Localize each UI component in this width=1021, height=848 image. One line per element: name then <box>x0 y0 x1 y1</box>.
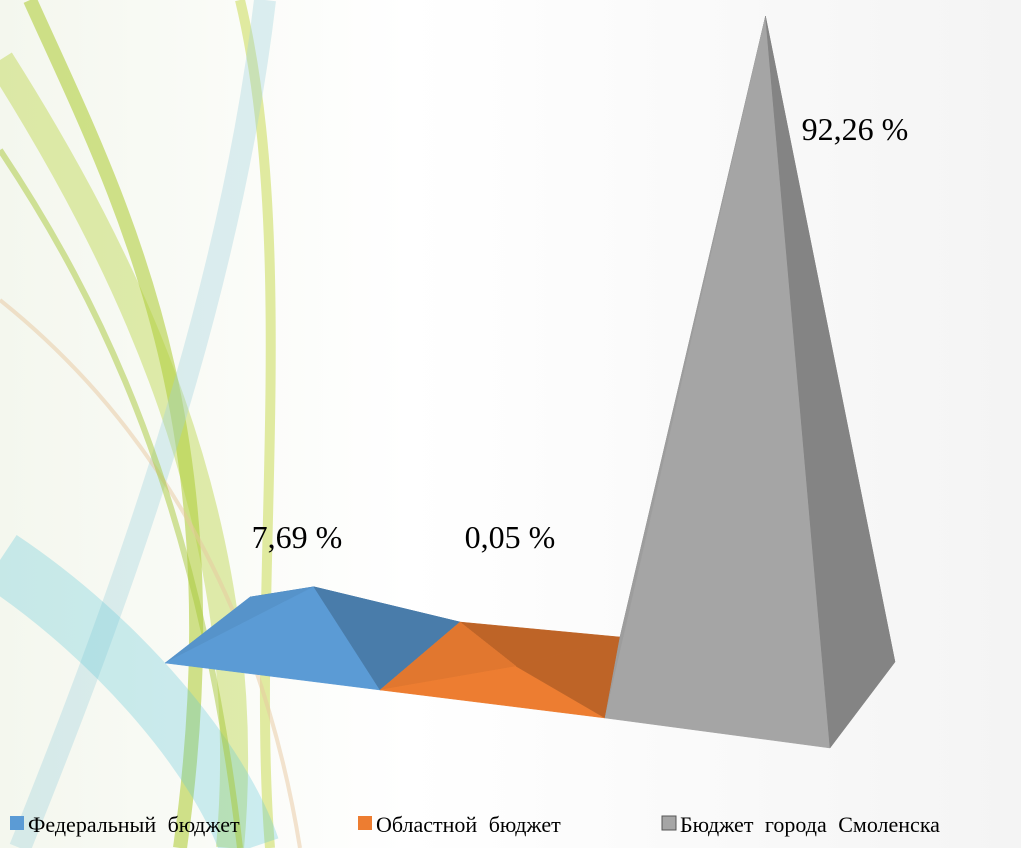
plot-area: 7,69 % 0,05 % 92,26 % <box>164 16 909 749</box>
data-label: 0,05 % <box>465 519 556 555</box>
legend-label: Областной бюджет <box>376 812 561 837</box>
pyramid <box>604 16 896 749</box>
pyramid <box>164 586 461 691</box>
legend-swatch <box>10 816 24 830</box>
legend-label: Бюджет города Смоленска <box>680 812 940 837</box>
legend-swatch <box>358 816 372 830</box>
pyramid-face <box>765 16 896 749</box>
legend-swatch <box>661 815 677 831</box>
legend-label: Федеральный бюджет <box>28 812 240 837</box>
pyramid <box>379 621 621 719</box>
legend: Федеральный бюджет Областной бюджет Бюджет… <box>10 812 940 837</box>
data-label: 92,26 % <box>802 111 909 147</box>
data-label: 7,69 % <box>252 519 343 555</box>
